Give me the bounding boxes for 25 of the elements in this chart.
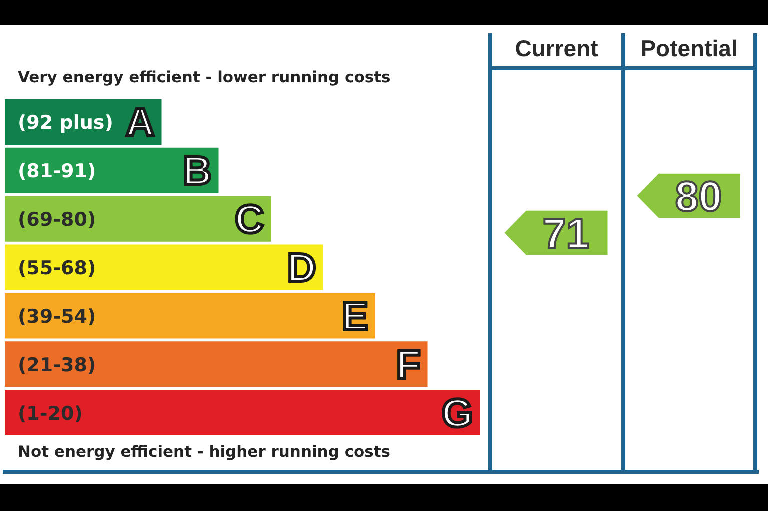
bar <box>5 196 271 242</box>
annotation: (92 plus) <box>18 112 114 134</box>
y-tick-label: F <box>396 343 421 388</box>
bar <box>5 390 480 436</box>
category-label: Current <box>515 36 599 62</box>
y-tick-label: B <box>182 150 212 194</box>
y-tick-label: A <box>126 101 155 146</box>
y-tick-label: C <box>235 198 264 242</box>
annotation: (39-54) <box>18 306 96 328</box>
y-tick-label: E <box>342 294 368 339</box>
y-tick-label: G <box>442 392 473 436</box>
annotation: (1-20) <box>18 402 83 425</box>
category-label: Potential <box>640 36 738 62</box>
bar <box>5 244 324 290</box>
text: Not energy efficient - higher running costs <box>18 443 391 461</box>
annotation: (21-38) <box>18 354 96 376</box>
chart-title: Very energy efficient - lower running costs <box>18 68 391 86</box>
annotation: (81-91) <box>18 160 96 183</box>
bar <box>5 342 428 388</box>
annotation: (69-80) <box>18 209 96 232</box>
bar <box>5 293 376 339</box>
y-tick-label: D <box>287 246 316 290</box>
data-label: 80 <box>675 173 722 220</box>
data-label: 71 <box>542 210 590 257</box>
annotation: (55-68) <box>18 258 96 280</box>
